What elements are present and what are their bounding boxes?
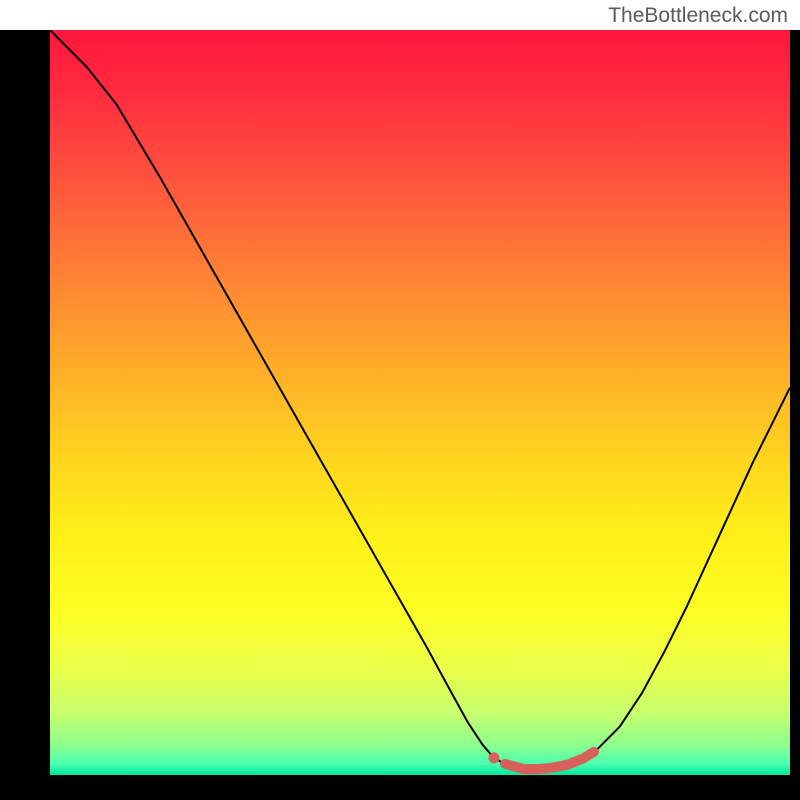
chart-background <box>50 30 790 775</box>
bottleneck-chart <box>0 30 800 800</box>
chart-container <box>0 30 800 800</box>
frame-left <box>0 30 50 800</box>
watermark-text: TheBottleneck.com <box>608 4 788 28</box>
frame-right <box>790 30 800 800</box>
optimal-point-marker <box>489 752 500 763</box>
frame-bottom <box>0 775 800 800</box>
